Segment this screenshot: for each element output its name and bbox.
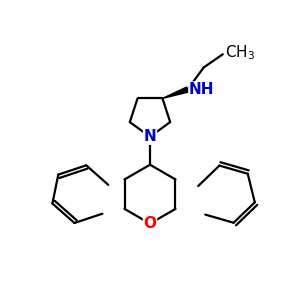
Text: N: N	[144, 129, 156, 144]
Text: O: O	[143, 216, 157, 231]
Text: CH$_3$: CH$_3$	[225, 44, 255, 62]
Text: NH: NH	[189, 82, 214, 97]
Polygon shape	[163, 87, 188, 98]
